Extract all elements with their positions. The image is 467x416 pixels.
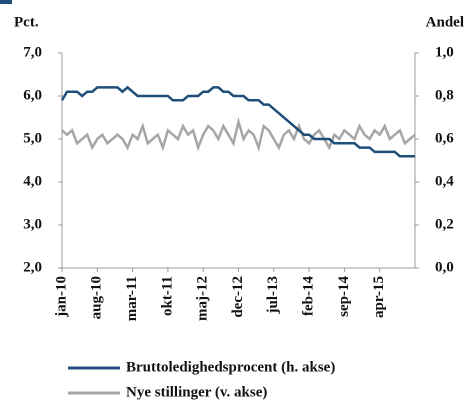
x-tick-label: maj-12 — [195, 276, 211, 321]
x-tick-label: dec-12 — [230, 276, 246, 318]
x-tick-label: aug-10 — [89, 276, 105, 319]
x-tick-label: jan-10 — [53, 276, 69, 318]
y-tick-label: 3,0 — [23, 216, 42, 232]
y-tick-label: 2,0 — [23, 259, 42, 275]
x-tick-label: sep-14 — [336, 276, 352, 317]
legend-label: Bruttoledighedsprocent (h. akse) — [126, 359, 335, 375]
y-axis-label: Pct. — [14, 14, 39, 30]
x-tick-label: jul-13 — [265, 276, 281, 315]
x-tick-label: okt-11 — [159, 276, 175, 316]
y-tick-label: 6,0 — [23, 87, 42, 103]
y2-axis-label: Andel — [426, 14, 464, 30]
y2-tick-label: 0,6 — [435, 130, 454, 146]
x-tick-label: apr-15 — [371, 276, 387, 318]
y2-tick-label: 0,8 — [435, 87, 454, 103]
y-tick-label: 7,0 — [23, 44, 42, 60]
y2-tick-label: 0,4 — [435, 173, 454, 189]
y2-tick-label: 0,0 — [435, 259, 454, 275]
y2-tick-label: 1,0 — [435, 44, 454, 60]
y2-tick-label: 0,2 — [435, 216, 454, 232]
corner-decoration — [0, 0, 12, 4]
y-tick-label: 5,0 — [23, 130, 42, 146]
x-tick-label: feb-14 — [301, 276, 317, 316]
series-line — [60, 85, 415, 158]
legend-label: Nye stillinger (v. akse) — [126, 384, 267, 400]
x-tick-label: mar-11 — [124, 276, 140, 321]
series-line — [61, 116, 416, 152]
y-tick-label: 4,0 — [23, 173, 42, 189]
